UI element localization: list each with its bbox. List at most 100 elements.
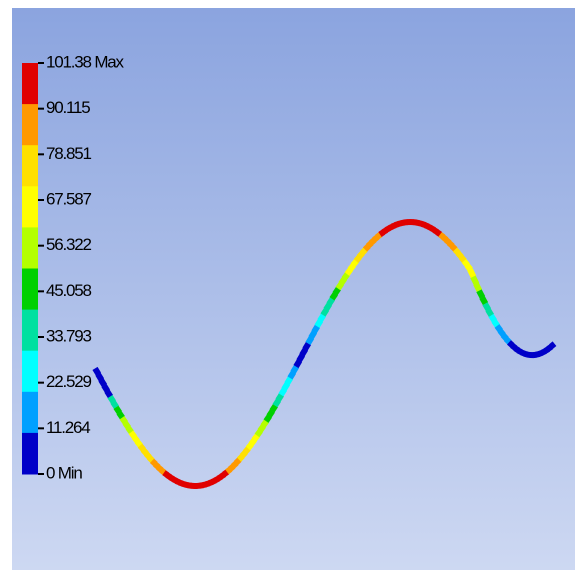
- wave-segment: [383, 230, 387, 232]
- wave-segment: [257, 431, 261, 436]
- legend-band: [22, 433, 38, 475]
- wave-segment: [545, 349, 549, 351]
- wave-segment: [206, 483, 210, 484]
- wave-segment: [389, 227, 393, 229]
- wave-segment: [218, 477, 222, 479]
- wave-segment: [254, 435, 258, 439]
- wave-segment: [338, 284, 342, 289]
- wave-segment: [263, 421, 267, 426]
- wave-segment: [377, 234, 381, 237]
- wave-segment: [281, 389, 285, 395]
- wave-segment: [170, 477, 174, 479]
- wave-segment: [344, 274, 348, 279]
- wave-segment: [101, 380, 105, 386]
- legend-band: [22, 104, 38, 146]
- wave-segment: [398, 223, 402, 224]
- wave-segment: [176, 481, 180, 482]
- wave-segment: [179, 482, 183, 483]
- wave-segment: [539, 353, 543, 354]
- wave-segment: [305, 343, 309, 349]
- wave-segment: [497, 326, 501, 331]
- wave-segment: [299, 355, 303, 361]
- wave-segment: [209, 482, 213, 483]
- wave-segment: [239, 456, 243, 460]
- wave-segment: [365, 246, 369, 249]
- wave-segment: [200, 485, 204, 486]
- wave-segment: [230, 466, 234, 469]
- wave-segment: [479, 291, 483, 298]
- wave-segment: [485, 304, 489, 310]
- wave-segment: [167, 475, 171, 477]
- legend-label: 45.058: [46, 281, 92, 300]
- legend-label: 90.115: [46, 98, 90, 117]
- wave-segment: [245, 448, 249, 452]
- wave-segment: [275, 400, 279, 405]
- wave-segment: [551, 344, 555, 347]
- wave-segment: [320, 315, 324, 321]
- legend-label: 101.38 Max: [46, 52, 125, 71]
- legend-label: 0 Min: [46, 463, 82, 482]
- wave-segment: [473, 277, 477, 284]
- wave-segment: [461, 257, 465, 261]
- wave-segment: [116, 407, 120, 412]
- wave-segment: [302, 349, 306, 355]
- wave-segment: [233, 463, 237, 466]
- wave-segment: [323, 310, 327, 315]
- wave-segment: [185, 485, 189, 486]
- legend-band: [22, 227, 38, 269]
- wave-segment: [125, 423, 129, 428]
- wave-segment: [278, 395, 282, 400]
- wave-segment: [326, 304, 330, 309]
- wave-segment: [506, 339, 510, 343]
- wave-segment: [401, 223, 405, 224]
- wave-segment: [143, 450, 147, 454]
- wave-segment: [152, 461, 156, 464]
- wave-segment: [260, 426, 264, 431]
- wave-segment: [311, 332, 315, 338]
- wave-segment: [296, 361, 300, 367]
- wave-segment: [374, 237, 378, 240]
- wave-segment: [332, 294, 336, 299]
- wave-segment: [359, 253, 363, 257]
- wave-segment: [476, 284, 480, 291]
- wave-segment: [107, 391, 111, 397]
- wave-segment: [350, 265, 354, 269]
- wave-segment: [269, 411, 273, 416]
- wave-segment: [521, 352, 525, 353]
- wave-segment: [419, 223, 423, 224]
- wave-segment: [428, 227, 432, 229]
- wave-segment: [509, 342, 513, 345]
- wave-segment: [356, 257, 360, 261]
- wave-segment: [131, 432, 135, 437]
- wave-segment: [161, 470, 165, 473]
- wave-segment: [236, 460, 240, 463]
- wave-segment: [146, 454, 150, 458]
- wave-segment: [287, 378, 291, 384]
- legend-label: 22.529: [46, 372, 92, 391]
- wave-segment: [455, 250, 459, 254]
- wave-segment: [434, 230, 438, 232]
- wave-segment: [467, 265, 471, 269]
- graphics-area: [12, 8, 575, 570]
- wave-segment: [290, 372, 294, 378]
- wave-segment: [242, 452, 246, 456]
- wave-segment: [380, 232, 384, 234]
- wave-segment: [449, 243, 453, 246]
- page: 101.38 Max90.11578.85167.58756.32245.058…: [0, 0, 579, 580]
- wave-segment: [173, 479, 177, 481]
- wave-segment: [149, 457, 153, 461]
- wave-segment: [452, 246, 456, 249]
- wave-segment: [137, 441, 141, 445]
- wave-segment: [119, 413, 123, 418]
- wave-segment: [347, 270, 351, 275]
- wave-segment: [182, 484, 186, 485]
- legend-band: [22, 145, 38, 187]
- wave-segment: [248, 444, 252, 448]
- legend-band: [22, 392, 38, 434]
- legend-label: 78.851: [46, 144, 92, 163]
- wave-segment: [548, 347, 552, 349]
- wave-segment: [104, 386, 108, 392]
- wave-segment: [395, 224, 399, 225]
- legend-label: 11.264: [46, 418, 90, 437]
- wave-segment: [488, 310, 492, 316]
